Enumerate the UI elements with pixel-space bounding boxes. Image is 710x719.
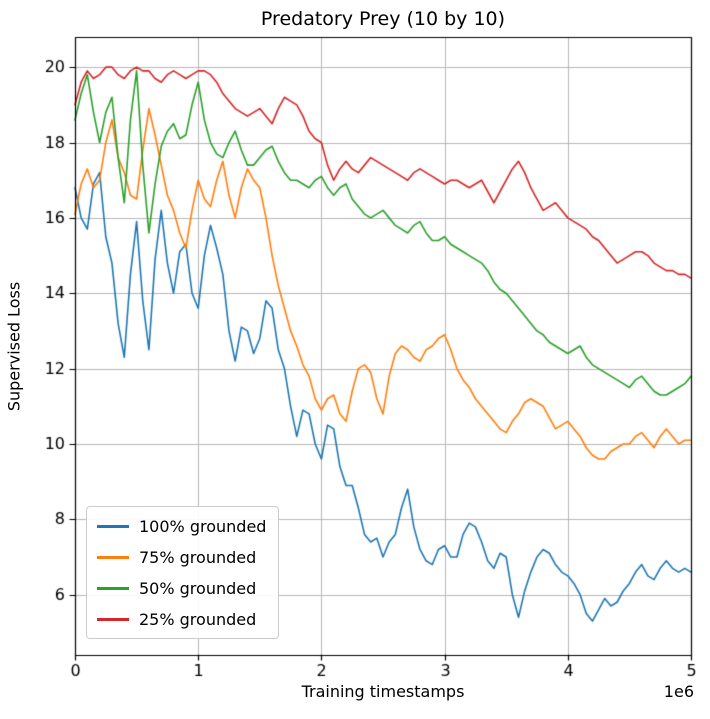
legend-line-swatch: [97, 555, 129, 559]
legend-entry: 25% grounded: [97, 608, 266, 630]
legend: 100% grounded 75% grounded 50% grounded 25%…: [86, 506, 280, 639]
legend-label: 75% grounded: [139, 547, 257, 567]
legend-label: 25% grounded: [139, 609, 257, 629]
legend-entry: 100% grounded: [97, 515, 266, 537]
legend-entry: 50% grounded: [97, 577, 266, 599]
legend-line-swatch: [97, 617, 129, 621]
chart-title: Predatory Prey (10 by 10): [260, 8, 506, 30]
legend-entry: 75% grounded: [97, 546, 266, 568]
legend-line-swatch: [97, 524, 129, 528]
legend-line-swatch: [97, 586, 129, 590]
x-axis-offset-label: 1e6: [663, 682, 694, 701]
legend-label: 100% grounded: [139, 516, 267, 536]
x-axis-label: Training timestamps: [301, 682, 465, 701]
legend-label: 50% grounded: [139, 578, 257, 598]
y-axis-label: Supervised Loss: [4, 281, 24, 412]
